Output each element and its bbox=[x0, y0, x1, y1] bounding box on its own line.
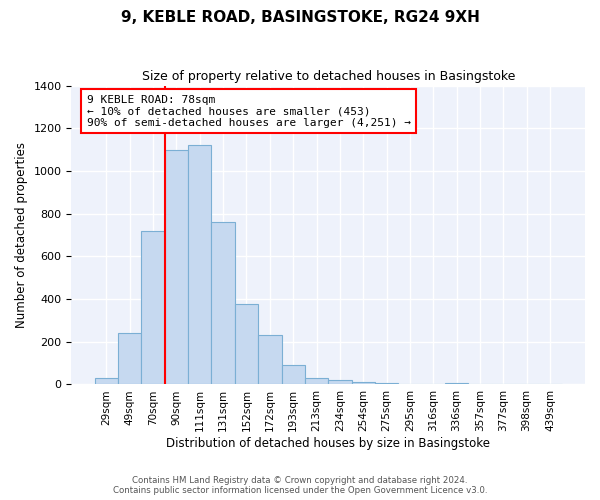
Text: 9 KEBLE ROAD: 78sqm
← 10% of detached houses are smaller (453)
90% of semi-detac: 9 KEBLE ROAD: 78sqm ← 10% of detached ho… bbox=[87, 94, 411, 128]
Bar bbox=[188, 146, 211, 384]
Bar bbox=[211, 222, 235, 384]
Bar bbox=[118, 333, 142, 384]
Bar bbox=[305, 378, 328, 384]
Text: 9, KEBLE ROAD, BASINGSTOKE, RG24 9XH: 9, KEBLE ROAD, BASINGSTOKE, RG24 9XH bbox=[121, 10, 479, 25]
Bar bbox=[258, 336, 281, 384]
Title: Size of property relative to detached houses in Basingstoke: Size of property relative to detached ho… bbox=[142, 70, 515, 83]
Bar bbox=[165, 150, 188, 384]
Bar bbox=[142, 230, 165, 384]
Text: Contains HM Land Registry data © Crown copyright and database right 2024.
Contai: Contains HM Land Registry data © Crown c… bbox=[113, 476, 487, 495]
X-axis label: Distribution of detached houses by size in Basingstoke: Distribution of detached houses by size … bbox=[166, 437, 490, 450]
Y-axis label: Number of detached properties: Number of detached properties bbox=[15, 142, 28, 328]
Bar bbox=[95, 378, 118, 384]
Bar bbox=[235, 304, 258, 384]
Bar bbox=[352, 382, 375, 384]
Bar bbox=[281, 365, 305, 384]
Bar bbox=[328, 380, 352, 384]
